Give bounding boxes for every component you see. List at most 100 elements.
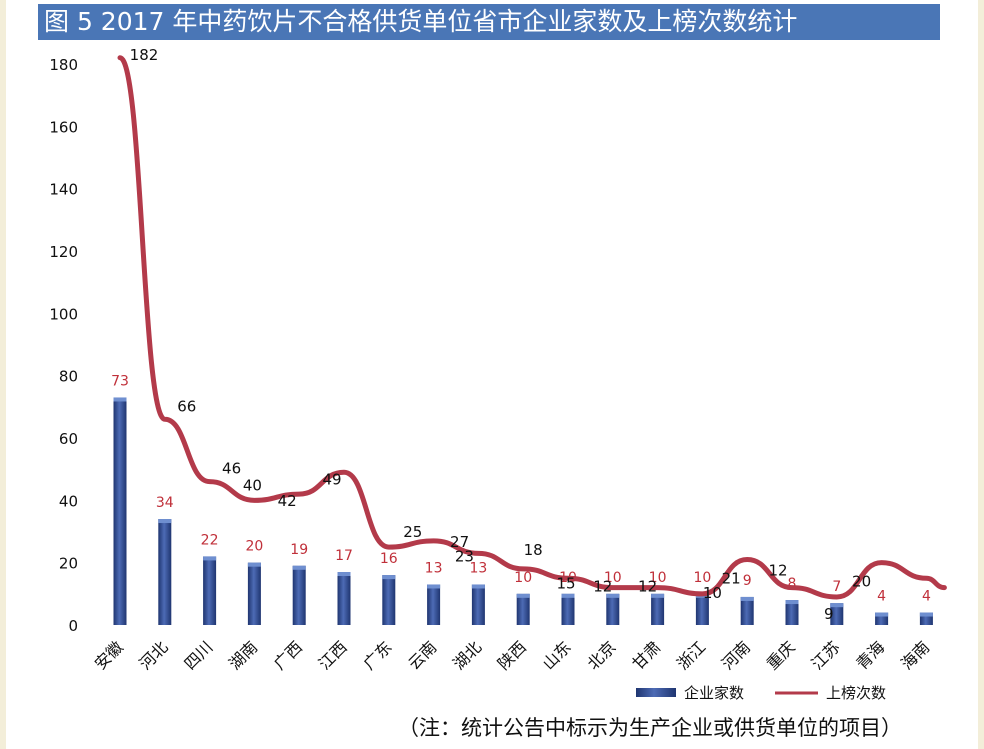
bar-value-label: 10 [514,570,532,586]
line-value-label: 66 [177,397,196,415]
bar-value-label: 9 [743,573,752,589]
bar-value-label: 16 [380,551,398,567]
y-tick-label: 40 [59,492,78,510]
bar-value-label: 22 [201,532,219,548]
line-value-label: 21 [722,570,741,588]
bar-value-label: 19 [290,542,308,558]
bar-cap [651,593,665,598]
bar [427,584,441,625]
bar [561,593,575,625]
chart-title: 图 5 2017 年中药饮片不合格供货单位省市企业家数及上榜次数统计 [38,4,940,40]
bar-value-label: 4 [922,589,931,605]
bar [158,519,172,625]
bar [337,572,351,625]
bar [830,603,844,625]
line-path [117,55,947,600]
line-value-label: 12 [768,562,787,580]
bar-cap [158,519,172,524]
bar-value-label: 10 [649,570,667,586]
bar [606,593,620,625]
line-value-label: 23 [455,547,474,565]
x-tick-label: 云南 [404,637,440,673]
bar-value-label: 73 [111,373,129,389]
y-tick-label: 120 [49,243,78,261]
y-tick-label: 80 [59,368,78,386]
x-tick-label: 山东 [539,637,575,673]
x-tick-label: 甘肃 [628,637,664,673]
x-tick-label: 青海 [852,637,888,673]
bar-value-label: 13 [425,560,443,576]
x-tick-label: 广西 [270,637,306,673]
line-value-label: 27 [450,533,469,551]
x-axis: 安徽 河北 四川 湖南 广西 江西 广东 云南 湖北 陕西 山东 北京 甘肃 浙江 河南 重庆 江苏 青海 海南 [91,637,933,673]
line-value-label: 12 [638,578,657,596]
bar [471,584,485,625]
legend-line-label: 上榜次数 [826,684,886,702]
line-series-listings [117,55,947,600]
bar-value-label: 34 [156,495,174,511]
x-tick-label: 广东 [360,637,396,673]
x-tick-label: 河南 [718,637,754,673]
bar [382,575,396,625]
x-tick-label: 海南 [897,637,933,673]
bar-value-label: 7 [832,579,841,595]
line-value-label: 182 [130,46,159,64]
line-value-label: 42 [278,492,297,510]
bar-cap [247,562,261,567]
bar [113,397,127,625]
x-tick-label: 江西 [315,637,351,673]
x-tick-label: 安徽 [91,637,127,673]
footnote: （注：统计公告中标示为生产企业或供货单位的项目） [398,716,902,740]
y-tick-label: 20 [59,555,78,573]
bar-cap [516,593,530,598]
x-tick-label: 陕西 [494,637,530,673]
bar-cap [113,397,127,402]
y-tick-label: 180 [49,56,78,74]
y-tick-label: 140 [49,181,78,199]
bar-cap [471,584,485,589]
legend: 企业家数 上榜次数 [636,684,886,702]
left-decorative-border [0,0,6,749]
line-value-label: 12 [593,578,612,596]
x-tick-label: 四川 [180,637,216,673]
y-axis: 0 20 40 60 80 100 120 140 160 180 [49,56,78,635]
bar [516,593,530,625]
bar-value-label: 10 [693,570,711,586]
x-tick-label: 浙江 [673,637,709,673]
bar-cap [561,593,575,598]
bar-value-label: 4 [877,589,886,605]
x-tick-label: 湖南 [225,637,261,673]
bar [785,600,799,625]
bar-series-enterprises [113,397,933,625]
y-tick-label: 100 [49,305,78,323]
bar-value-label: 17 [335,548,353,564]
bar [203,556,217,625]
bar-cap [919,612,933,617]
bar-value-label: 8 [788,576,797,592]
bar-cap [875,612,889,617]
line-value-label: 9 [824,605,834,623]
x-tick-label: 湖北 [449,637,485,673]
line-value-label: 25 [403,523,422,541]
bar-cap [292,565,306,570]
x-tick-label: 北京 [584,637,620,673]
bar-cap [382,575,396,580]
line-value-label: 15 [556,574,575,592]
bar-cap [740,596,754,601]
bar [740,596,754,625]
line-value-label: 49 [322,470,341,488]
bar-value-label: 20 [245,539,263,555]
bar-cap [427,584,441,589]
bar-cap [785,600,799,605]
bar-value-label: 10 [604,570,622,586]
legend-bar-label: 企业家数 [684,684,744,702]
bar-cap [830,603,844,608]
bar [292,565,306,625]
bar-cap [337,572,351,577]
x-tick-label: 河北 [136,637,172,673]
x-tick-label: 重庆 [763,637,799,673]
bar [695,593,709,625]
